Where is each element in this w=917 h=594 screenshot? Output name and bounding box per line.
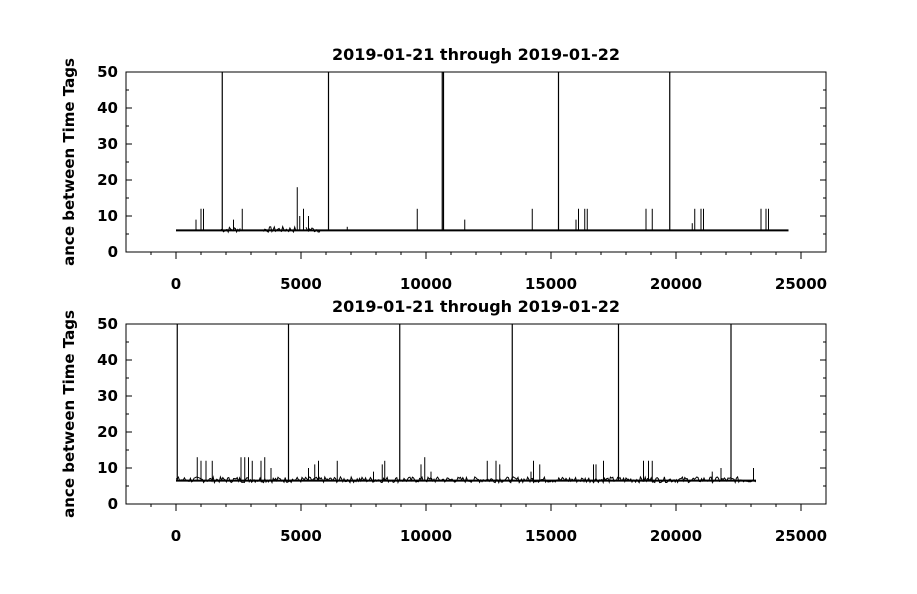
chart-panel-bottom: 0 10 20 30 40 50 0 5000 10000 15000 20000 25000 2019…: [60, 297, 827, 545]
x-tick-label: 5000: [280, 527, 322, 545]
x-tick-label: 20000: [650, 527, 702, 545]
chart-title: 2019-01-21 through 2019-01-22: [332, 297, 620, 316]
chart-panel-top: 0 10 20 30 40 50 0 5000 10000 15000 20000 25000 2019…: [60, 45, 827, 293]
x-tick-label: 0: [171, 527, 181, 545]
y-tick-label: 20: [97, 423, 118, 441]
y-tick-label: 50: [97, 63, 118, 81]
y-tick-label: 20: [97, 171, 118, 189]
y-axis-label: ance between Time Tags: [60, 310, 78, 518]
series-noise: [305, 227, 321, 233]
y-tick-label: 10: [97, 207, 118, 225]
y-tick-label: 30: [97, 135, 118, 153]
y-axis-label: ance between Time Tags: [60, 58, 78, 266]
y-tick-label: 50: [97, 315, 118, 333]
series-noise: [175, 475, 756, 485]
series-noise: [263, 225, 297, 234]
x-tick-label: 15000: [525, 527, 577, 545]
x-tick-label: 10000: [400, 275, 452, 293]
x-tick-label: 15000: [525, 275, 577, 293]
x-tick-label: 20000: [650, 275, 702, 293]
y-tick-label: 40: [97, 351, 118, 369]
y-tick-label: 0: [108, 495, 118, 513]
y-tick-label: 10: [97, 459, 118, 477]
y-tick-label: 0: [108, 243, 118, 261]
x-tick-label: 25000: [775, 527, 827, 545]
x-tick-label: 25000: [775, 275, 827, 293]
x-tick-label: 5000: [280, 275, 322, 293]
y-tick-label: 40: [97, 99, 118, 117]
x-tick-label: 10000: [400, 527, 452, 545]
chart-title: 2019-01-21 through 2019-01-22: [332, 45, 620, 64]
y-tick-label: 30: [97, 387, 118, 405]
plot-frame: [125, 71, 827, 253]
x-tick-label: 0: [171, 275, 181, 293]
series-noise: [220, 226, 241, 234]
